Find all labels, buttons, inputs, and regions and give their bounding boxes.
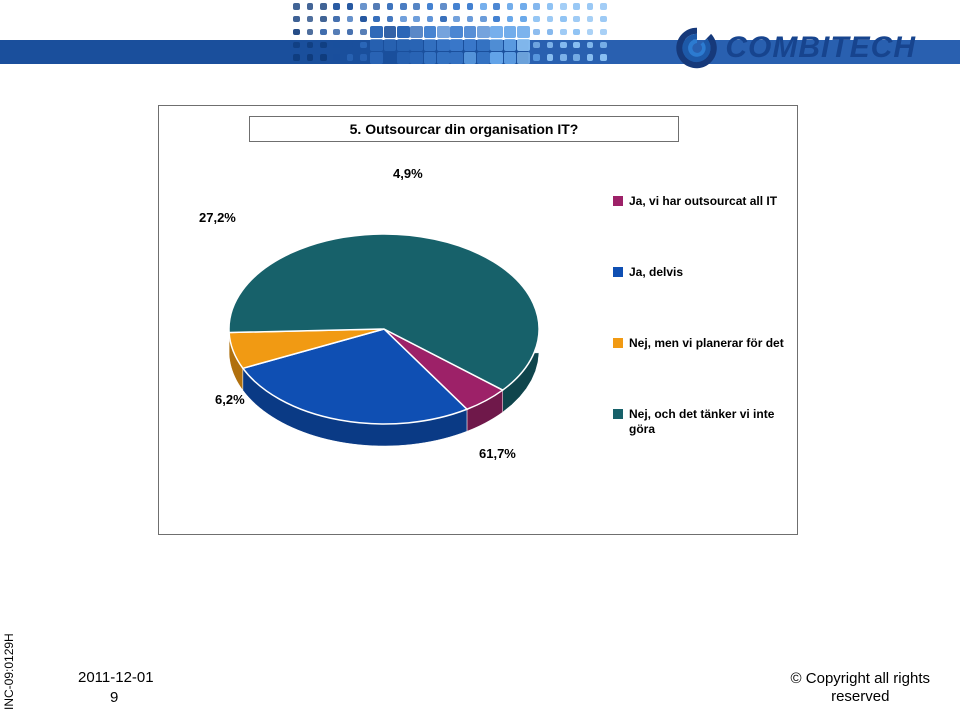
- logo-wordmark: COMBITECH: [725, 31, 916, 65]
- brand-logo: COMBITECH: [675, 26, 916, 70]
- slice-value-1: 27,2%: [199, 210, 236, 225]
- chart-legend: Ja, vi har outsourcat all IT Ja, delvis …: [613, 194, 789, 493]
- copyright-line2: reserved: [831, 688, 889, 705]
- legend-label: Nej, men vi planerar för det: [629, 336, 789, 351]
- page-number: 9: [110, 689, 118, 706]
- legend-item: Nej, men vi planerar för det: [613, 336, 789, 351]
- cog-icon: [675, 26, 719, 70]
- legend-item: Ja, vi har outsourcat all IT: [613, 194, 789, 209]
- slice-value-2: 6,2%: [215, 392, 245, 407]
- slide-footer: INC-09:0129H 2011-12-01 9 © Copyright al…: [0, 650, 960, 710]
- slice-value-3: 61,7%: [479, 446, 516, 461]
- slide-root: COMBITECH 5. Outsourcar din organisation…: [0, 0, 960, 716]
- legend-label: Ja, vi har outsourcat all IT: [629, 194, 789, 209]
- doc-id: INC-09:0129H: [2, 633, 16, 710]
- chart-title: 5. Outsourcar din organisation IT?: [249, 116, 679, 142]
- chart-container: 5. Outsourcar din organisation IT? 4,9% …: [158, 105, 798, 535]
- legend-item: Ja, delvis: [613, 265, 789, 280]
- legend-swatch-icon: [613, 196, 623, 206]
- legend-item: Nej, och det tänker vi inte göra: [613, 407, 789, 437]
- footer-date: 2011-12-01: [78, 669, 154, 686]
- legend-label: Nej, och det tänker vi inte göra: [629, 407, 789, 437]
- copyright-text: © Copyright all rights reserved: [791, 670, 930, 706]
- pie-chart: 4,9% 27,2% 6,2% 61,7%: [169, 154, 599, 526]
- legend-swatch-icon: [613, 338, 623, 348]
- legend-swatch-icon: [613, 267, 623, 277]
- copyright-line1: © Copyright all rights: [791, 670, 930, 687]
- header-dot-grid: [290, 0, 610, 64]
- legend-swatch-icon: [613, 409, 623, 419]
- header-band: COMBITECH: [0, 0, 960, 70]
- slice-value-0: 4,9%: [393, 166, 423, 181]
- legend-label: Ja, delvis: [629, 265, 789, 280]
